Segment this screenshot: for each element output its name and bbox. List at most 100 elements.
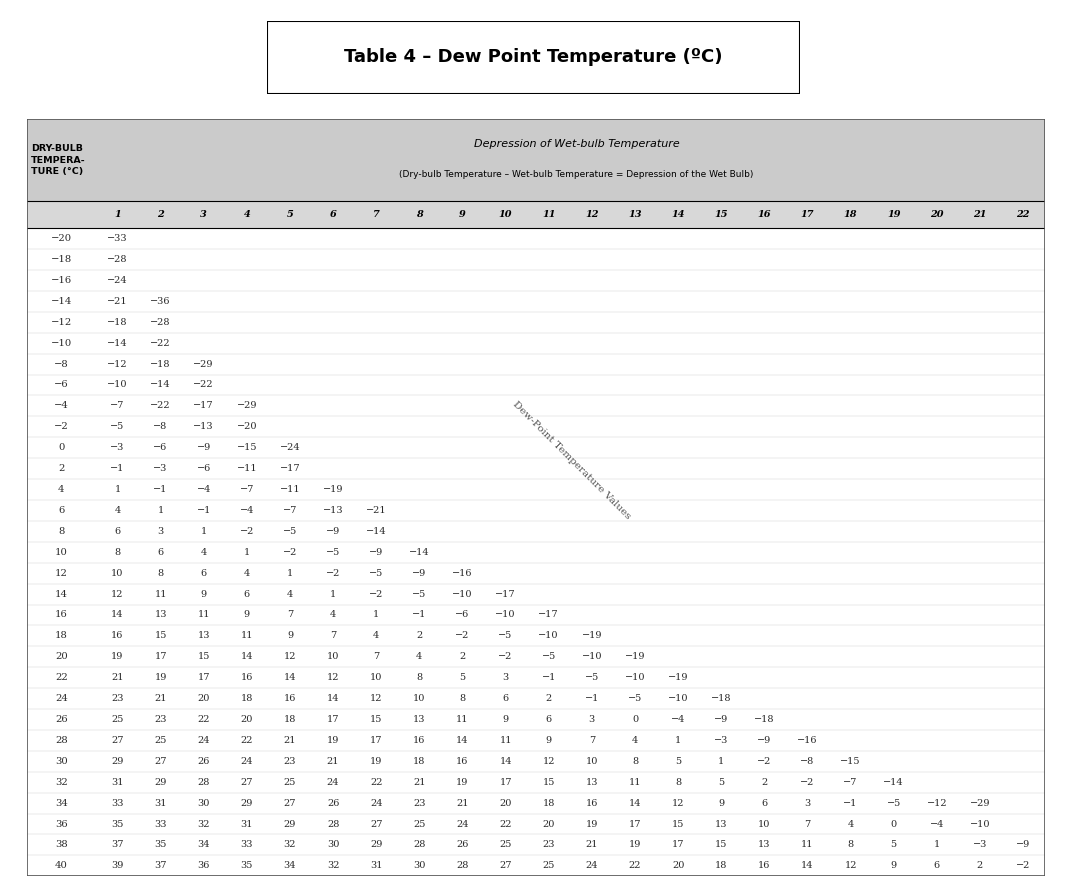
Text: −5: −5 [887, 798, 901, 807]
Text: 14: 14 [241, 652, 253, 661]
Text: −14: −14 [150, 381, 171, 390]
Text: −10: −10 [667, 694, 689, 703]
Text: 33: 33 [111, 798, 124, 807]
Text: 4: 4 [632, 736, 639, 745]
Text: 20: 20 [241, 715, 253, 724]
Text: 2: 2 [459, 652, 466, 661]
Text: 29: 29 [370, 840, 383, 849]
Text: −28: −28 [150, 318, 171, 327]
Text: 7: 7 [287, 610, 293, 619]
Text: −5: −5 [369, 569, 384, 578]
Text: −2: −2 [1016, 861, 1031, 870]
Text: 20: 20 [931, 210, 943, 219]
Text: 27: 27 [499, 861, 512, 870]
Text: Table 4 – Dew Point Temperature (ºC): Table 4 – Dew Point Temperature (ºC) [343, 48, 723, 66]
Text: 19: 19 [370, 757, 383, 766]
Text: −16: −16 [51, 276, 71, 285]
Text: −22: −22 [150, 339, 171, 348]
Text: 23: 23 [111, 694, 124, 703]
Text: 35: 35 [155, 840, 166, 849]
Text: 13: 13 [197, 632, 210, 641]
Text: 1: 1 [287, 569, 293, 578]
Bar [27, 270, 1045, 291]
Text: 6: 6 [59, 506, 64, 515]
Text: −11: −11 [237, 464, 257, 473]
Text: 1: 1 [373, 610, 379, 619]
Text: −18: −18 [51, 255, 71, 264]
Text: 6: 6 [114, 527, 120, 536]
Text: −7: −7 [240, 485, 254, 494]
Text: 2: 2 [761, 778, 768, 787]
Text: 11: 11 [197, 610, 210, 619]
Text: 16: 16 [758, 861, 771, 870]
Text: 9: 9 [200, 590, 207, 599]
Text: 4: 4 [330, 610, 336, 619]
Text: 10: 10 [370, 673, 383, 682]
Text: −2: −2 [801, 778, 814, 787]
Text: 18: 18 [284, 715, 296, 724]
Text: −5: −5 [110, 422, 125, 431]
Text: 28: 28 [54, 736, 67, 745]
Bar [27, 751, 1045, 771]
Text: 14: 14 [284, 673, 296, 682]
Text: 16: 16 [284, 694, 296, 703]
Bar [27, 375, 1045, 395]
Text: 15: 15 [543, 778, 555, 787]
Text: −6: −6 [196, 464, 211, 473]
Text: 9: 9 [287, 632, 293, 641]
Text: 25: 25 [499, 840, 512, 849]
Text: 1: 1 [718, 757, 725, 766]
Text: 25: 25 [155, 736, 166, 745]
Bar [27, 688, 1045, 709]
Text: 15: 15 [197, 652, 210, 661]
Text: −10: −10 [452, 590, 472, 599]
Text: 21: 21 [973, 210, 987, 219]
Text: 16: 16 [456, 757, 469, 766]
Text: 13: 13 [715, 820, 727, 829]
Text: 13: 13 [628, 210, 642, 219]
Text: 24: 24 [370, 798, 383, 807]
Text: 9: 9 [891, 861, 897, 870]
Bar [27, 625, 1045, 646]
Text: 19: 19 [327, 736, 339, 745]
Text: 23: 23 [543, 840, 555, 849]
Text: 1: 1 [675, 736, 681, 745]
Text: 16: 16 [414, 736, 425, 745]
Text: 13: 13 [414, 715, 425, 724]
Bar [27, 458, 1045, 479]
Text: 22: 22 [629, 861, 642, 870]
Text: −9: −9 [196, 444, 211, 452]
Text: 12: 12 [327, 673, 339, 682]
Text: −11: −11 [279, 485, 301, 494]
Text: 25: 25 [284, 778, 296, 787]
Text: 10: 10 [327, 652, 339, 661]
Text: −18: −18 [150, 359, 171, 368]
Text: 28: 28 [197, 778, 210, 787]
Text: 5: 5 [718, 778, 724, 787]
Text: 24: 24 [54, 694, 68, 703]
Text: −9: −9 [369, 547, 384, 556]
Text: 20: 20 [672, 861, 684, 870]
Text: 10: 10 [414, 694, 425, 703]
Text: 2: 2 [546, 694, 552, 703]
Text: 8: 8 [459, 694, 466, 703]
Text: 26: 26 [327, 798, 339, 807]
Text: 40: 40 [54, 861, 68, 870]
Text: −10: −10 [625, 673, 645, 682]
Text: 11: 11 [155, 590, 166, 599]
Text: −2: −2 [54, 422, 68, 431]
Text: −6: −6 [455, 610, 470, 619]
Text: 12: 12 [844, 861, 857, 870]
Text: 36: 36 [197, 861, 210, 870]
Text: 8: 8 [416, 210, 423, 219]
Text: 17: 17 [197, 673, 210, 682]
Text: −1: −1 [110, 464, 125, 473]
Text: 1: 1 [244, 547, 249, 556]
Text: −17: −17 [193, 401, 214, 410]
Text: −8: −8 [801, 757, 814, 766]
Text: 17: 17 [499, 778, 512, 787]
Text: 3: 3 [502, 673, 508, 682]
Text: 12: 12 [284, 652, 296, 661]
Bar [27, 332, 1045, 354]
Text: 4: 4 [244, 569, 249, 578]
